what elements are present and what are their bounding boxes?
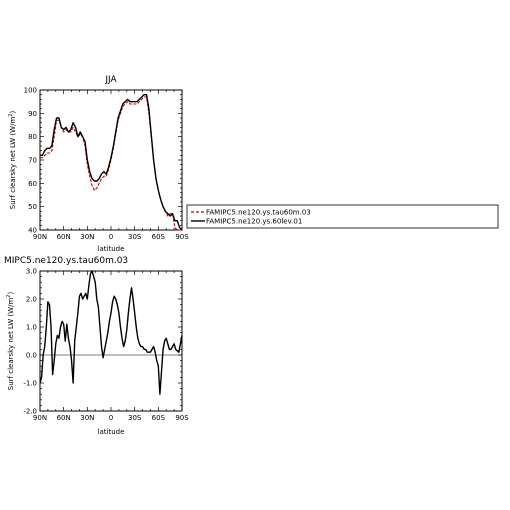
bottom-y-tick-label: 3.0 — [26, 268, 37, 276]
bottom-x-axis-label: latitude — [98, 428, 125, 436]
top-y-tick-label: 100 — [24, 87, 37, 95]
bottom-y-axis-label: Surf clearsky net LW (W/m2) — [6, 292, 15, 391]
top-y-axis-label-main: Surf clearsky net LW (W/m — [9, 117, 17, 210]
top-y-axis-label: Surf clearsky net LW (W/m2) — [8, 111, 17, 210]
bottom-panel-title: MIPC5.ne120.ys.tau60m.03 — [4, 256, 128, 266]
top-y-tick-label: 60 — [28, 180, 37, 188]
legend-label-60lev: FAMIPC5.ne120.ys.60lev.01 — [206, 218, 302, 226]
top-x-tick-label: 90S — [175, 233, 189, 241]
top-x-tick-label: 30N — [80, 233, 94, 241]
bottom-x-tick-label: 60N — [57, 414, 71, 422]
bottom-panel: MIPC5.ne120.ys.tau60m.03 90N 60N 30N 0 30S 60… — [4, 256, 189, 436]
bottom-tick-labels: 90N 60N 30N 0 30S 60S 90S -2.0 -1.0 0.0 1.0 2.0 3.0 — [23, 268, 189, 423]
bottom-x-tick-label: 90S — [175, 414, 189, 422]
bottom-x-tick-label: 30N — [80, 414, 94, 422]
top-y-tick-label: 90 — [28, 110, 37, 118]
top-x-tick-label: 60S — [152, 233, 166, 241]
top-y-axis-label-sup: 2 — [8, 114, 14, 117]
legend: FAMIPC5.ne120.ys.tau60m.03 FAMIPC5.ne120… — [186, 204, 499, 229]
top-y-tick-label: 40 — [28, 227, 37, 235]
bottom-x-tick-label: 30S — [128, 414, 142, 422]
bottom-data-lines — [39, 270, 183, 395]
top-x-axis-label: latitude — [98, 245, 125, 253]
top-series-line-1 — [40, 93, 183, 231]
bottom-y-tick-label: 2.0 — [26, 296, 37, 304]
bottom-x-tick-label: 60S — [152, 414, 166, 422]
top-panel-title: JJA — [104, 75, 117, 85]
top-x-tick-label: 30S — [128, 233, 142, 241]
bottom-x-tick-label: 90N — [33, 414, 47, 422]
bottom-series-line-0 — [39, 270, 183, 395]
bottom-y-tick-label: -1.0 — [23, 380, 37, 388]
top-x-tick-label: 0 — [109, 233, 113, 241]
bottom-y-axis-label-end: ) — [7, 292, 15, 295]
top-panel: JJA 90N 60N 30N 0 30S 60S 90S 40 50 60 70 80 90 100 l… — [8, 75, 189, 253]
top-tick-labels: 90N 60N 30N 0 30S 60S 90S 40 50 60 70 80 90 100 — [24, 87, 190, 242]
legend-box — [186, 204, 499, 229]
bottom-y-tick-label: -2.0 — [23, 408, 37, 416]
top-y-tick-label: 50 — [28, 203, 37, 211]
bottom-y-axis-label-sup: 2 — [6, 295, 12, 298]
bottom-y-tick-label: 1.0 — [26, 324, 37, 332]
bottom-y-tick-label: 0.0 — [26, 352, 37, 360]
top-y-axis-label-end: ) — [9, 111, 17, 114]
top-x-tick-label: 90N — [33, 233, 47, 241]
top-data-lines — [40, 93, 183, 231]
legend-label-tau60m: FAMIPC5.ne120.ys.tau60m.03 — [206, 209, 311, 217]
bottom-y-axis-label-main: Surf clearsky net LW (W/m — [7, 298, 15, 391]
top-x-tick-label: 60N — [57, 233, 71, 241]
top-y-tick-label: 80 — [28, 133, 37, 141]
bottom-tick-marks — [39, 270, 183, 412]
bottom-x-tick-label: 0 — [109, 414, 113, 422]
top-y-tick-label: 70 — [28, 157, 37, 165]
